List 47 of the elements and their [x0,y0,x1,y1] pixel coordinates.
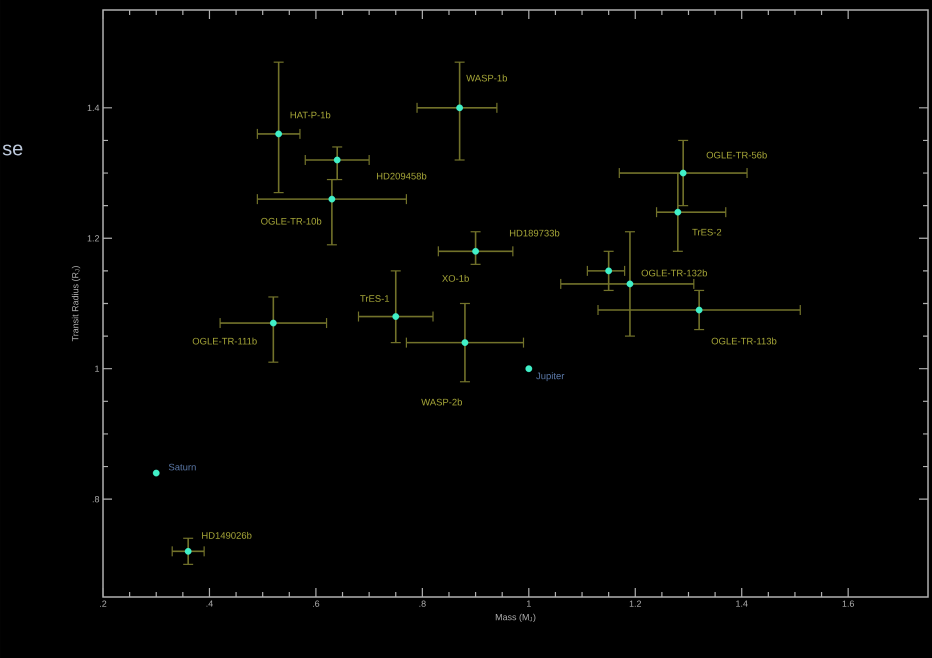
y-tick-label: .8 [92,496,100,502]
y-tick-label: 1 [95,366,100,372]
annotation: HD149026b [202,532,252,539]
annotation: Saturn [168,464,196,470]
point [152,470,160,476]
annotation: HD189733b [510,230,560,236]
point [674,208,682,216]
annotation: Jupiter [536,372,564,382]
x-tick-label: 1.6 [842,600,854,607]
point [626,280,634,288]
annotation: OGLE-TR-113b [712,338,776,344]
x-tick-label: 1 [527,600,531,607]
point [270,320,277,326]
annotation: HAT-P-1b [290,111,330,118]
annotation: XO-1b [442,274,469,282]
annotation: OGLE-TR-56b [706,152,767,158]
x-axis-title: Mass (M$_{J}$) [496,614,536,622]
point [525,365,532,372]
annotation: OGLE-TR-10b [261,218,322,225]
point [680,170,687,176]
text: se [2,144,22,156]
annotation: TrES-1 [360,295,390,302]
point [456,104,464,112]
annotation: HD209458b [376,172,426,180]
point [334,156,341,164]
point [696,306,703,314]
annotation: WASP-1b [466,74,508,82]
y-tick-label: 1.2 [88,235,100,242]
x-tick-label: .4 [206,600,213,607]
annotation: WASP-2b [421,398,462,406]
point [472,248,479,255]
x-tick-label: .8 [419,600,426,607]
annotation: OGLE-TR-111b [192,338,257,345]
y-axis-title: Transit Radius (R$_{J}$) [72,266,80,342]
point [328,196,336,203]
point [462,339,468,346]
x-tick-label: 1.4 [736,600,748,607]
x-tick-label: .6 [312,600,320,607]
y-tick-label: 1.4 [88,104,100,111]
point [184,548,192,555]
annotation: TrES-2 [692,228,722,236]
point [275,130,282,138]
x-tick-label: 1.2 [630,600,642,607]
x-tick-label: .2 [100,600,106,607]
point [392,313,400,320]
annotation: OGLE-TR-132b [642,269,708,276]
point [605,267,612,274]
